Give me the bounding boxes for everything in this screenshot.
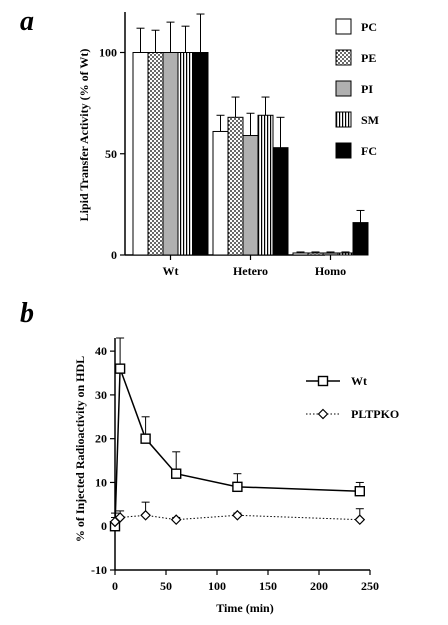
chart-b-xtick-label: 150 [259, 579, 277, 593]
chart-a-category-label: Hetero [233, 264, 268, 278]
chart-b-xtick-label: 250 [361, 579, 379, 593]
chart-b-ylabel: % of Injected Radioactivity on HDL [73, 356, 87, 542]
chart-a-bar [147, 52, 164, 256]
chart-b-point [140, 433, 151, 444]
chart-a-category-label: Wt [163, 264, 179, 278]
chart-b-point [140, 509, 151, 521]
chart-a-legend-swatch [335, 18, 352, 35]
chart-a-bar [162, 52, 179, 256]
chart-b-legend: Wt PLTPKO [306, 374, 399, 421]
chart-a-bar [272, 147, 289, 256]
chart-b-point [354, 486, 365, 497]
chart-b-ytick-label: 0 [101, 519, 107, 533]
chart-a-bar [177, 52, 194, 256]
chart-a-legend-label: FC [361, 144, 377, 158]
chart-a-legend-label: PE [361, 51, 376, 65]
chart-b: -10 0 10 20 30 40 0 50 100 150 200 250 Wt PLTPKO % o… [73, 337, 399, 615]
panel-a-letter: a [20, 6, 34, 37]
chart-b-point [170, 468, 182, 479]
chart-b-series-line [114, 368, 360, 527]
chart-a-bar [242, 135, 259, 256]
chart-a-bar [352, 222, 369, 256]
chart-b-point [232, 481, 243, 493]
chart-a-legend-swatch [335, 142, 352, 159]
chart-b-point [114, 512, 126, 523]
chart-b-legend-marker [317, 408, 329, 420]
chart-b-legend-label: Wt [351, 374, 367, 388]
panel-b-letter: b [20, 298, 34, 329]
chart-b-ytick-label: 20 [95, 432, 107, 446]
chart-a-category-label: Homo [315, 264, 346, 278]
chart-a-bar [307, 252, 324, 256]
chart-a-bar [132, 52, 149, 256]
chart-b-xtick-label: 100 [208, 579, 226, 593]
chart-b-point [114, 363, 126, 374]
chart-a-ylabel: Lipid Transfer Activity (% of Wt) [77, 49, 91, 222]
chart-a-ytick-label: 50 [105, 147, 117, 161]
chart-b-axes: -10 0 10 20 30 40 0 50 100 150 200 250 [91, 338, 379, 593]
chart-a-bar [337, 252, 354, 256]
chart-a-bar [212, 130, 229, 256]
chart-a-bar [322, 252, 339, 256]
chart-a-legend-swatch [335, 111, 352, 128]
chart-a-bar [292, 252, 309, 256]
chart-a-ytick-label: 0 [111, 248, 117, 262]
chart-b-ytick-label: -10 [91, 563, 107, 577]
chart-b-point [170, 514, 182, 526]
chart-b-legend-label: PLTPKO [351, 407, 399, 421]
chart-b-legend-marker [317, 375, 329, 387]
chart-a-legend-label: PC [361, 20, 377, 34]
chart-b-ytick-label: 10 [95, 475, 107, 489]
chart-b-series-line [114, 514, 360, 523]
chart-b-ytick-label: 30 [95, 388, 107, 402]
chart-a-legend-label: PI [361, 82, 373, 96]
chart-b-xlabel: Time (min) [216, 601, 273, 615]
chart-b-xtick-label: 0 [112, 579, 118, 593]
chart-b-xtick-label: 200 [310, 579, 328, 593]
chart-a-bar [227, 116, 244, 256]
chart-b-ytick-label: 40 [95, 344, 107, 358]
chart-b-series [109, 337, 366, 532]
chart-a-legend-swatch [335, 49, 352, 66]
chart-a: 0 50 100 Wt Hetero Homo PC PE PI SM FC Lipid Tran… [77, 12, 379, 278]
chart-a-legend: PC PE PI SM FC [335, 18, 379, 159]
chart-a-bars [132, 13, 369, 256]
chart-a-legend-swatch [335, 80, 352, 97]
chart-a-legend-label: SM [361, 113, 379, 127]
chart-a-bar [192, 52, 209, 256]
chart-b-xtick-label: 50 [160, 579, 172, 593]
chart-a-bar [257, 114, 274, 256]
chart-b-point [232, 509, 243, 521]
chart-a-axes: 0 50 100 Wt Hetero Homo [99, 12, 346, 278]
chart-b-point [354, 514, 366, 526]
chart-a-ytick-label: 100 [99, 46, 117, 60]
